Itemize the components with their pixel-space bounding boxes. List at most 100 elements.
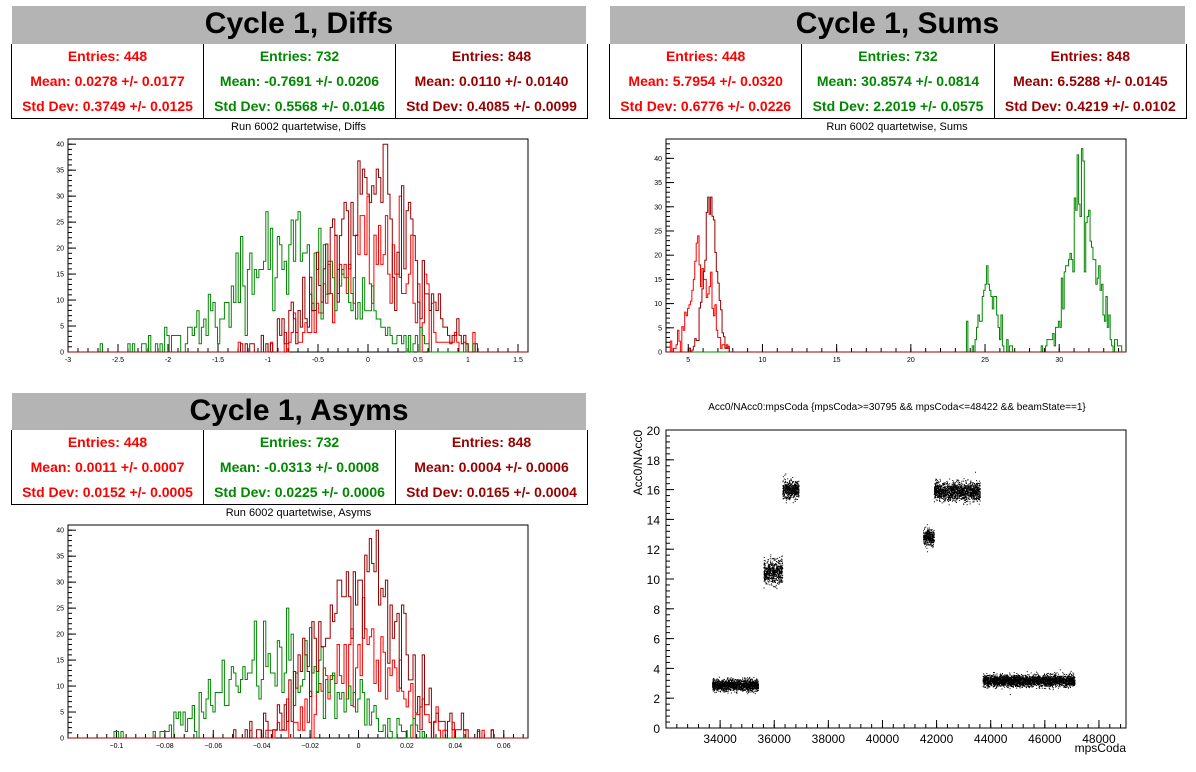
x-tick-label: -1.5 xyxy=(212,357,224,364)
y-tick-label: 10 xyxy=(654,301,662,308)
y-tick-label: 15 xyxy=(56,272,64,279)
y-tick-label: 4 xyxy=(653,662,660,676)
entries-text: Entries: 848 xyxy=(1050,48,1130,65)
sums-stats-green: Entries: 732 Mean: 30.8574 +/- 0.0814 St… xyxy=(801,44,993,118)
y-tick-label: 40 xyxy=(654,156,662,163)
x-tick-label: 0.06 xyxy=(497,743,511,750)
y-tick-label: 30 xyxy=(56,194,64,201)
stddev-text: Std Dev: 0.4085 +/- 0.0099 xyxy=(406,97,577,114)
y-tick-label: 20 xyxy=(56,246,64,253)
entries-text: Entries: 848 xyxy=(451,434,532,451)
x-tick-label: -0.5 xyxy=(312,357,324,364)
asyms-stats-box: Entries: 448 Mean: 0.0011 +/- 0.0007 Std… xyxy=(11,430,588,505)
x-tick-label: 46000 xyxy=(1028,732,1062,746)
entries-text: Entries: 732 xyxy=(259,434,340,451)
asyms-histogram-darkred xyxy=(68,529,528,739)
y-tick-label: 0 xyxy=(60,736,64,743)
y-tick-label: 0 xyxy=(653,722,660,736)
sums-stats-darkred: Entries: 848 Mean: 6.5288 +/- 0.0145 Std… xyxy=(993,44,1186,118)
mean-text: Mean: 5.7954 +/- 0.0320 xyxy=(628,72,783,89)
x-tick-label: 44000 xyxy=(974,732,1008,746)
x-tick-label: -2.5 xyxy=(112,357,124,364)
y-tick-label: 0 xyxy=(60,350,64,357)
diffs-stats-darkred: Entries: 848 Mean: 0.0110 +/- 0.0140 Std… xyxy=(395,44,587,118)
x-tick-label: 1.5 xyxy=(513,357,523,364)
y-tick-label: 0 xyxy=(658,350,662,357)
entries-text: Entries: 848 xyxy=(451,48,532,65)
y-tick-label: 15 xyxy=(56,658,64,665)
sums-plot-area xyxy=(665,138,1127,353)
mean-text: Mean: 0.0110 +/- 0.0140 xyxy=(414,72,569,89)
mean-text: Mean: 0.0011 +/- 0.0007 xyxy=(30,458,185,475)
x-tick-label: 42000 xyxy=(920,732,954,746)
y-tick-label: 14 xyxy=(647,513,661,527)
x-tick-label: 36000 xyxy=(758,732,792,746)
y-tick-label: 8 xyxy=(653,603,660,617)
sums-histogram-green xyxy=(666,148,1126,353)
scatter-x-axis-label: mpsCoda xyxy=(1075,741,1127,755)
mean-text: Mean: -0.7691 +/- 0.0206 xyxy=(219,72,380,89)
diffs-stats-box: Entries: 448 Mean: 0.0278 +/- 0.0177 Std… xyxy=(11,44,588,119)
y-tick-label: 30 xyxy=(56,580,64,587)
x-tick-label: −0.06 xyxy=(204,743,222,750)
y-tick-label: 12 xyxy=(647,543,661,557)
x-tick-label: −0.1 xyxy=(110,743,124,750)
y-tick-label: 35 xyxy=(56,168,64,175)
y-tick-label: 35 xyxy=(56,554,64,561)
asyms-stats-red: Entries: 448 Mean: 0.0011 +/- 0.0007 Std… xyxy=(12,430,203,504)
x-tick-label: −0.04 xyxy=(253,743,271,750)
y-tick-label: 5 xyxy=(60,324,64,331)
x-tick-label: −0.08 xyxy=(156,743,174,750)
asyms-plot-area xyxy=(67,524,529,739)
scatter-y-axis-label: Acc0/NAcc0 xyxy=(631,430,645,496)
x-tick-label: 1 xyxy=(466,357,470,364)
x-tick-label: 5 xyxy=(686,357,690,364)
x-tick-label: 10 xyxy=(759,357,767,364)
stddev-text: Std Dev: 0.6776 +/- 0.0226 xyxy=(620,97,792,114)
sums-stats-box: Entries: 448 Mean: 5.7954 +/- 0.0320 Std… xyxy=(609,44,1187,119)
x-tick-label: 0 xyxy=(366,357,370,364)
sums-subtitle: Run 6002 quartetwise, Sums xyxy=(826,121,968,133)
x-tick-label: 38000 xyxy=(812,732,846,746)
entries-text: Entries: 448 xyxy=(67,48,148,65)
y-tick-label: 18 xyxy=(647,454,661,468)
mean-text: Mean: 6.5288 +/- 0.0145 xyxy=(1013,72,1168,89)
mean-text: Mean: -0.0313 +/- 0.0008 xyxy=(219,458,380,475)
entries-text: Entries: 732 xyxy=(259,48,340,65)
sums-frame: 5 10 15 20 25 30 0 5 10 15 20 25 30 35 40 xyxy=(654,138,1127,364)
y-tick-label: 25 xyxy=(56,606,64,613)
x-tick-label: 20 xyxy=(907,357,915,364)
x-tick-label: -1 xyxy=(265,357,271,364)
stddev-text: Std Dev: 0.0152 +/- 0.0005 xyxy=(22,483,193,500)
mean-text: Mean: 30.8574 +/- 0.0814 xyxy=(816,72,980,89)
y-tick-label: 25 xyxy=(56,220,64,227)
stddev-text: Std Dev: 2.2019 +/- 0.0575 xyxy=(812,97,984,114)
y-tick-label: 10 xyxy=(56,684,64,691)
entries-text: Entries: 448 xyxy=(665,48,746,65)
y-tick-label: 10 xyxy=(56,298,64,305)
y-tick-label: 2 xyxy=(653,692,660,706)
stddev-text: Std Dev: 0.3749 +/- 0.0125 xyxy=(22,97,193,114)
y-tick-label: 5 xyxy=(658,325,662,332)
scatter-points xyxy=(712,471,1076,696)
mean-text: Mean: 0.0278 +/- 0.0177 xyxy=(30,72,185,89)
y-tick-label: 40 xyxy=(56,142,64,149)
y-tick-label: 6 xyxy=(653,633,660,647)
x-tick-label: 30 xyxy=(1055,357,1063,364)
asyms-title: Cycle 1, Asyms xyxy=(12,393,586,430)
stddev-text: Std Dev: 0.4219 +/- 0.0102 xyxy=(1004,97,1176,114)
sums-histogram-red xyxy=(666,235,1126,353)
x-tick-label: -3 xyxy=(65,357,71,364)
stddev-text: Std Dev: 0.0225 +/- 0.0006 xyxy=(214,483,385,500)
x-tick-label: 25 xyxy=(981,357,989,364)
asyms-histogram-green xyxy=(68,607,528,739)
diffs-histogram-green xyxy=(68,211,528,353)
asyms-stats-green: Entries: 732 Mean: -0.0313 +/- 0.0008 St… xyxy=(203,430,395,504)
y-tick-label: 16 xyxy=(647,484,661,498)
sums-stats-red: Entries: 448 Mean: 5.7954 +/- 0.0320 Std… xyxy=(610,44,801,118)
stddev-text: Std Dev: 0.0165 +/- 0.0004 xyxy=(406,483,577,500)
entries-text: Entries: 448 xyxy=(67,434,148,451)
y-tick-label: 30 xyxy=(654,204,662,211)
asyms-frame: −0.1 −0.08 −0.06 −0.04 −0.02 0 0.02 0.04 0.06 0 5 1… xyxy=(56,524,529,750)
